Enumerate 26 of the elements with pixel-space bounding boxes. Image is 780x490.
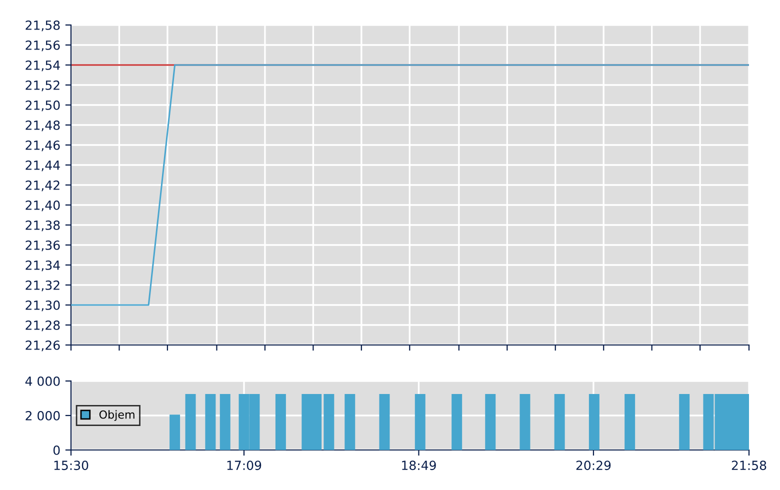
y-tick-label: 21,48	[26, 120, 60, 132]
y-tick-label: 21,42	[26, 180, 60, 192]
y-tick-label: 21,52	[26, 80, 60, 92]
y-tick-label: 21,40	[26, 200, 60, 212]
y-tick-label: 21,44	[26, 160, 60, 172]
x-tick-label: 21:58	[732, 460, 766, 470]
y-tick-label: 0	[53, 445, 60, 455]
y-tick-label: 21,46	[26, 140, 60, 152]
y-tick-label: 21,28	[26, 320, 60, 332]
y-tick-label: 21,56	[26, 40, 60, 52]
y-tick-label: 21,38	[26, 220, 60, 232]
x-tick-label: 18:49	[402, 460, 436, 470]
y-tick-label: 4 000	[25, 376, 60, 386]
y-tick-label: 21,32	[26, 280, 60, 292]
legend-label: Objem	[99, 410, 134, 421]
y-tick-label: 2 000	[26, 410, 60, 420]
x-tick-label: 20:29	[576, 460, 611, 470]
y-tick-label: 21,54	[26, 60, 60, 72]
y-tick-label: 21,34	[26, 260, 60, 272]
x-tick-label: 17:09	[227, 460, 262, 470]
y-tick-label: 21,30	[26, 300, 60, 312]
y-tick-label: 21,26	[26, 340, 60, 352]
y-tick-label: 21,36	[26, 240, 60, 252]
x-tick-label: 15:30	[54, 460, 88, 470]
y-tick-label: 21,58	[26, 20, 60, 32]
y-tick-label: 21,50	[26, 100, 60, 112]
